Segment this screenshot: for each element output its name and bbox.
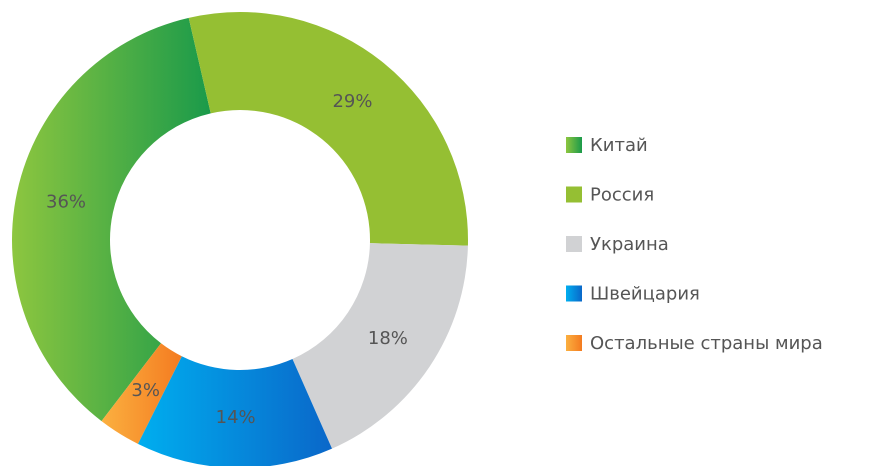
legend-label: Остальные страны мира [590,333,823,354]
legend-label: Украина [590,234,669,255]
donut-slice [137,356,333,466]
legend-swatch [566,137,582,153]
legend-label: Россия [590,185,654,206]
donut-slice [292,243,468,449]
slice-label: 36% [46,191,86,212]
donut-slice [188,12,468,246]
legend-label: Китай [590,135,648,156]
slice-label: 14% [216,407,256,428]
legend-swatch [566,186,582,203]
slice-label: 3% [131,380,160,401]
donut-slice [12,17,211,422]
legend-swatch [566,285,582,302]
legend-swatch [566,335,582,351]
slice-label: 18% [368,328,408,349]
legend-label: Швейцария [590,284,700,305]
donut-slice [101,343,182,444]
slice-label: 29% [332,91,372,112]
legend-swatch [566,236,582,252]
